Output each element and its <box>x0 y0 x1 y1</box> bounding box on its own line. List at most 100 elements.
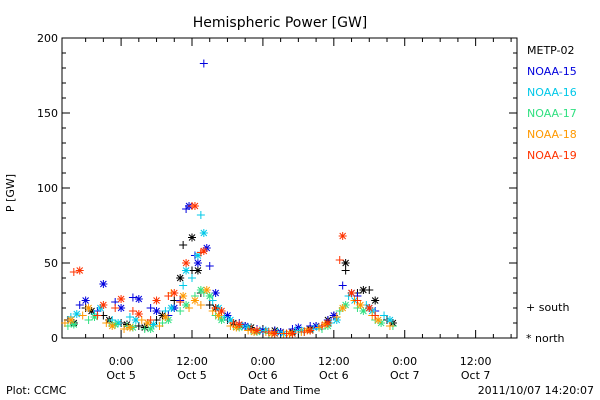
point-noaa-16-north <box>72 310 81 318</box>
point-noaa-19-north <box>253 326 261 335</box>
point-noaa-17-north <box>359 307 368 315</box>
y-axis-label: P [GW] <box>4 174 17 212</box>
point-noaa-19-south <box>111 304 120 312</box>
point-noaa-18-south <box>332 313 341 321</box>
y-tick-label: 50 <box>44 257 58 270</box>
point-metp-02-south <box>179 241 188 249</box>
point-noaa-15-north <box>81 296 90 305</box>
point-noaa-19-south <box>69 268 78 276</box>
point-noaa-15-south <box>199 59 208 68</box>
point-metp-02-north <box>176 274 185 282</box>
y-axis: 0 50 100 150 200 <box>37 32 517 345</box>
point-noaa-17-north <box>69 320 78 329</box>
point-noaa-15-north <box>152 307 161 315</box>
point-noaa-18-north <box>66 316 75 324</box>
point-noaa-18-south <box>185 304 194 312</box>
point-noaa-19-north <box>217 307 226 315</box>
point-noaa-18-south <box>155 322 164 330</box>
point-noaa-19-south <box>93 311 102 320</box>
point-noaa-19-north <box>75 266 84 275</box>
point-noaa-18-north <box>356 301 365 309</box>
legend-noaa-19: NOAA-19 <box>527 149 577 162</box>
marker-legend: + south * north <box>526 301 569 345</box>
point-noaa-19-north <box>117 295 126 303</box>
point-noaa-19-north <box>323 319 332 327</box>
point-noaa-19-south <box>229 319 238 327</box>
point-noaa-19-north <box>270 329 279 338</box>
point-noaa-16-south <box>208 296 217 305</box>
point-metp-02-north <box>371 296 380 305</box>
point-noaa-15-south <box>338 281 347 290</box>
point-noaa-15-north <box>211 289 220 297</box>
point-noaa-18-south <box>60 319 69 327</box>
point-noaa-18-north <box>202 286 211 294</box>
point-noaa-16-south <box>188 274 196 282</box>
point-noaa-18-south <box>102 319 111 327</box>
point-noaa-19-south <box>353 296 362 305</box>
point-noaa-19-north <box>365 304 374 312</box>
point-noaa-16-north <box>167 304 176 312</box>
x-axis-label: Date and Time <box>240 384 321 397</box>
point-noaa-18-north <box>125 323 134 332</box>
point-noaa-15-north <box>99 280 108 288</box>
series-legend: METP-02 NOAA-15 NOAA-16 NOAA-17 NOAA-18 NOAA-… <box>527 44 577 162</box>
point-noaa-18-north <box>84 304 93 312</box>
x-tick-label-date: Oct 7 <box>461 369 491 382</box>
point-noaa-19-north <box>99 301 108 309</box>
point-metp-02-north <box>193 266 202 275</box>
point-noaa-19-north <box>182 259 191 267</box>
point-noaa-17-north <box>146 325 155 333</box>
point-metp-02-south <box>134 322 143 330</box>
x-tick-label-time: 0:00 <box>251 355 276 368</box>
point-noaa-17-south <box>176 307 185 315</box>
point-noaa-19-south <box>335 256 344 264</box>
plot-frame <box>61 37 518 339</box>
point-noaa-19-north <box>152 296 161 305</box>
x-tick-label-date: Oct 5 <box>177 369 207 382</box>
x-tick-label-date: Oct 7 <box>390 369 420 382</box>
point-noaa-16-north <box>131 316 140 324</box>
x-tick-label-date: Oct 6 <box>319 369 349 382</box>
point-noaa-19-south <box>318 322 326 330</box>
point-noaa-19-south <box>247 325 256 333</box>
point-metp-02-north <box>341 259 350 267</box>
point-noaa-19-south <box>128 307 137 315</box>
point-noaa-18-north <box>190 296 199 305</box>
point-noaa-15-south <box>128 293 137 302</box>
point-noaa-19-north <box>235 320 244 329</box>
x-tick-label-time: 0:00 <box>392 355 417 368</box>
point-noaa-19-north <box>199 247 208 255</box>
legend-noaa-16: NOAA-16 <box>527 86 577 99</box>
point-noaa-19-north <box>134 310 143 318</box>
point-noaa-18-north <box>374 316 383 324</box>
point-noaa-16-south <box>179 281 188 290</box>
x-tick-label-date: Oct 6 <box>248 369 278 382</box>
point-noaa-15-north <box>134 295 143 303</box>
point-noaa-18-south <box>120 325 129 333</box>
point-noaa-19-north <box>347 289 356 297</box>
y-tick-label: 0 <box>51 332 58 345</box>
point-noaa-19-south <box>211 304 220 312</box>
point-metp-02-north <box>359 286 368 294</box>
point-noaa-19-north <box>170 289 179 297</box>
y-tick-label: 200 <box>37 32 58 45</box>
point-noaa-17-north <box>217 316 226 324</box>
point-noaa-16-north <box>199 229 208 237</box>
x-tick-label-time: 0:00 <box>109 355 134 368</box>
legend-noaa-18: NOAA-18 <box>527 128 577 141</box>
point-noaa-16-south <box>196 211 205 219</box>
point-metp-02-north <box>188 233 196 242</box>
point-noaa-18-south <box>196 301 205 309</box>
point-metp-02-south <box>205 301 214 309</box>
y-tick-label: 150 <box>37 107 58 120</box>
point-noaa-16-south <box>380 311 389 320</box>
point-noaa-19-north <box>338 232 347 240</box>
point-noaa-18-south <box>137 316 146 324</box>
point-noaa-18-south <box>385 322 394 330</box>
point-noaa-18-north <box>161 313 170 321</box>
point-noaa-18-north <box>338 304 347 312</box>
point-noaa-18-north <box>214 311 223 320</box>
point-noaa-19-south <box>371 311 380 320</box>
